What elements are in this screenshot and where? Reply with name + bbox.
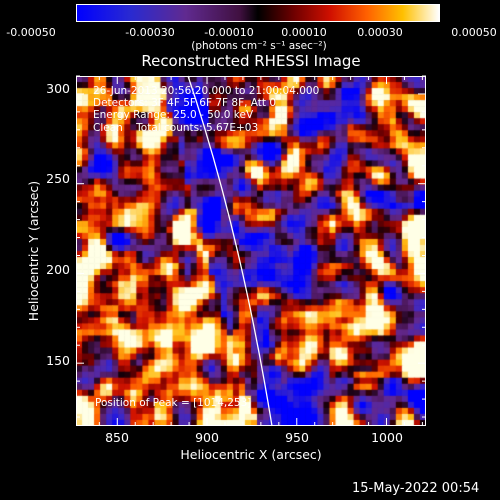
annotation-energy: Energy Range: 25.0 - 50.0 keV — [93, 109, 254, 121]
annotation-clean: Clean Total counts: 5.67E+03 — [93, 122, 259, 134]
colorbar-tick-2: -0.00030 — [125, 26, 175, 39]
y-tick-250: 250 — [46, 171, 70, 186]
plot-frame — [76, 76, 426, 426]
colorbar-tick-6: 0.00050 — [451, 26, 497, 39]
rhessi-image — [76, 76, 426, 426]
x-tick-850: 850 — [105, 430, 129, 445]
annotation-detectors: Detectors: 3F 4F 5F 6F 7F 8F, Att 0 — [93, 97, 277, 109]
y-axis-label: Heliocentric Y (arcsec) — [26, 180, 41, 322]
colorbar-tick-1: -0.00050 — [6, 26, 56, 39]
plot-title: Reconstructed RHESSI Image — [141, 52, 361, 70]
y-tick-300: 300 — [46, 81, 70, 96]
x-tick-900: 900 — [195, 430, 219, 445]
annotation-peak: Position of Peak = [1014,253] — [95, 397, 252, 409]
y-tick-150: 150 — [46, 353, 70, 368]
x-axis-label: Heliocentric X (arcsec) — [180, 447, 322, 462]
colorbar-tick-5: 0.00030 — [357, 26, 403, 39]
annotation-time-range: 26-Jun-2013 20:56:20.000 to 21:00:04.000 — [93, 85, 320, 97]
colorbar-tick-4: 0.00010 — [281, 26, 327, 39]
solar-limb — [187, 75, 273, 427]
colorbar-units: (photons cm⁻² s⁻¹ asec⁻²) — [191, 40, 327, 52]
y-tick-200: 200 — [46, 262, 70, 277]
footer-date: 15-May-2022 00:54 — [352, 481, 480, 496]
x-tick-950: 950 — [285, 430, 309, 445]
x-tick-1000: 1000 — [371, 430, 403, 445]
colorbar-tick-3: -0.00010 — [204, 26, 254, 39]
colorbar — [76, 4, 440, 22]
